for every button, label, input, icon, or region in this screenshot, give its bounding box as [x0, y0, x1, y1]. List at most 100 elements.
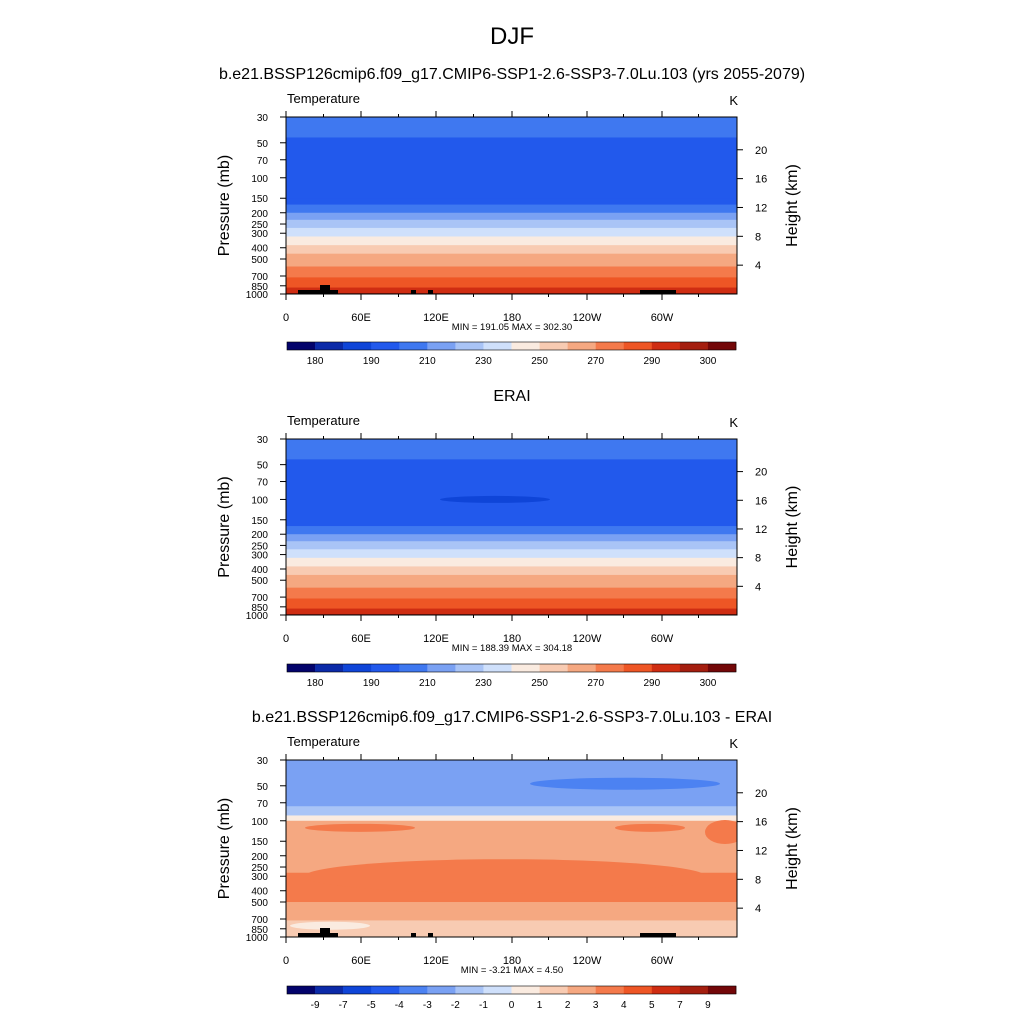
y2-tick-label: 8 [755, 874, 761, 886]
y2-tick-label: 4 [755, 581, 761, 593]
panel-3: b.e21.BSSP126cmip6.f09_g17.CMIP6-SSP1-2.… [216, 709, 801, 1011]
y-tick-label: 200 [251, 209, 268, 220]
colorbar-label: 210 [419, 356, 436, 367]
colorbar-label: 270 [587, 678, 604, 689]
x-tick-label: 0 [283, 633, 289, 645]
contour-band [286, 137, 737, 199]
y2-tick-label: 8 [755, 231, 761, 243]
y-tick-label: 250 [251, 541, 268, 552]
colorbar-swatch [287, 664, 316, 672]
y-tick-label: 700 [251, 593, 268, 604]
contour-band [286, 902, 737, 922]
y-tick-label: 700 [251, 915, 268, 926]
y2-tick-label: 16 [755, 495, 767, 507]
y2-tick-label: 16 [755, 817, 767, 829]
x-tick-label: 0 [283, 955, 289, 967]
colorbar-label: 180 [307, 356, 324, 367]
y-tick-label: 300 [251, 872, 268, 883]
y-tick-label: 30 [257, 435, 269, 446]
y2-tick-label: 8 [755, 553, 761, 565]
y-tick-label: 850 [251, 282, 268, 293]
colorbar-swatch [455, 986, 484, 994]
x-tick-label: 180 [503, 312, 521, 324]
colorbar-label: -1 [479, 1000, 488, 1011]
y2-axis-title: Height (km) [784, 486, 801, 569]
panels-group: b.e21.BSSP126cmip6.f09_g17.CMIP6-SSP1-2.… [216, 66, 805, 1011]
colorbar-label: 290 [643, 678, 660, 689]
colorbar-swatch [455, 664, 484, 672]
contour-band [286, 439, 737, 460]
colorbar-swatch [427, 664, 456, 672]
y-tick-label: 200 [251, 530, 268, 541]
panel-title: b.e21.BSSP126cmip6.f09_g17.CMIP6-SSP1-2.… [219, 66, 805, 83]
colorbar-swatch [315, 664, 344, 672]
y-tick-label: 500 [251, 898, 268, 909]
colorbar-swatch [427, 986, 456, 994]
contour-band [286, 815, 737, 822]
colorbar-label: 190 [363, 678, 380, 689]
colorbar-label: 7 [677, 1000, 683, 1011]
colorbar-swatch [651, 664, 681, 672]
colorbar-label: -3 [423, 1000, 432, 1011]
colorbar-swatch [707, 664, 737, 672]
x-tick-label: 60W [651, 955, 674, 967]
colorbar-swatch [287, 342, 316, 350]
contour-band [286, 587, 737, 600]
y2-tick-label: 12 [755, 202, 767, 214]
contour-band [286, 920, 737, 937]
y-tick-label: 700 [251, 272, 268, 283]
x-tick-label: 0 [283, 312, 289, 324]
units-label: K [729, 736, 738, 751]
x-tick-label: 120W [573, 633, 602, 645]
colorbar-swatch [399, 342, 428, 350]
topography-block [320, 285, 330, 294]
contour-field [286, 439, 737, 615]
colorbar-frame [286, 985, 737, 995]
y-tick-label: 1000 [246, 611, 269, 622]
variable-label: Temperature [287, 91, 360, 106]
y2-tick-label: 4 [755, 903, 761, 915]
topography-block [298, 933, 338, 937]
colorbar-label: -7 [339, 1000, 348, 1011]
contour-band [286, 277, 737, 289]
y-tick-label: 70 [257, 478, 269, 489]
colorbar-swatch [399, 986, 428, 994]
contour-band [286, 598, 737, 610]
colorbar-swatch [567, 986, 596, 994]
colorbar-swatch [623, 986, 653, 994]
contour-band [286, 219, 737, 229]
y-tick-label: 500 [251, 576, 268, 587]
colorbar-swatch [595, 986, 625, 994]
colorbar-label: 250 [531, 356, 548, 367]
contour-band [286, 287, 737, 294]
units-label: K [729, 93, 738, 108]
x-tick-label: 60E [351, 312, 371, 324]
colorbar-swatch [539, 664, 568, 672]
y-tick-label: 30 [257, 756, 269, 767]
topography-block [411, 290, 416, 294]
min-max-stats: MIN = -3.21 MAX = 4.50 [461, 965, 563, 976]
y-tick-label: 250 [251, 220, 268, 231]
y-tick-label: 100 [251, 495, 268, 506]
topography-block [320, 928, 330, 937]
y-tick-label: 100 [251, 817, 268, 828]
panel-2: ERAI Temperature K 0 60E 120E 180 120W 60W 30 50 70… [216, 388, 801, 689]
y-tick-label: 150 [251, 837, 268, 848]
contour-band [286, 227, 737, 238]
y-tick-label: 100 [251, 174, 268, 185]
panel-title: ERAI [493, 388, 530, 405]
contour-band [286, 204, 737, 214]
colorbar-frame [286, 663, 737, 673]
y-tick-label: 70 [257, 799, 269, 810]
contour-band [286, 245, 737, 255]
cold-anomaly [530, 777, 720, 790]
y-tick-label: 400 [251, 887, 268, 898]
y-tick-label: 1000 [246, 933, 269, 944]
y-tick-label: 50 [257, 461, 269, 472]
y2-tick-label: 20 [755, 788, 767, 800]
topography-block [428, 290, 433, 294]
colorbar-swatch [707, 986, 737, 994]
y-axis-title: Pressure (mb) [216, 476, 233, 577]
contour-band [286, 198, 737, 206]
x-tick-label: 120W [573, 955, 602, 967]
